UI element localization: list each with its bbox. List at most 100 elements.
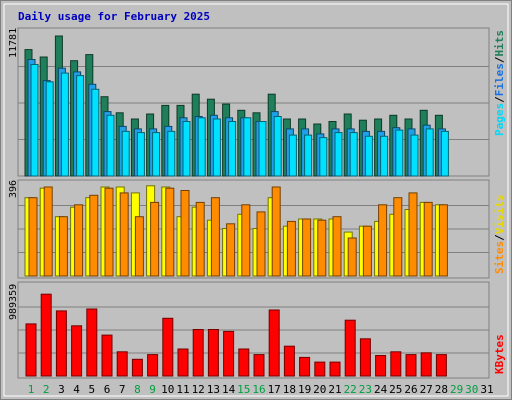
legend-entry: Sites [493, 241, 506, 274]
sites-bar [347, 237, 357, 277]
sites-bar [423, 201, 433, 277]
day-label: 3 [58, 383, 65, 396]
sites-bar [226, 223, 236, 277]
kbytes-bar [71, 325, 83, 377]
pages-bar [364, 135, 373, 177]
day-label: 31 [480, 383, 493, 396]
day-label: 11 [176, 383, 189, 396]
kbytes-bar [238, 348, 250, 377]
kbytes-bar [253, 354, 265, 377]
sites-bar [74, 204, 84, 277]
sites-bar [104, 187, 114, 277]
pages-bar [288, 134, 297, 177]
pages-bar [273, 116, 282, 177]
kbytes-bar [116, 351, 128, 377]
legend-entry: / [493, 234, 506, 241]
day-label: 4 [73, 383, 80, 396]
kbytes-bar [420, 352, 432, 377]
legend-entry: KBytes [493, 334, 506, 374]
day-label: 9 [149, 383, 156, 396]
kbytes-bar [344, 319, 356, 377]
sites-bar [89, 194, 99, 277]
day-label: 6 [104, 383, 111, 396]
sites-bar [43, 186, 53, 277]
pages-bar [212, 118, 221, 177]
day-label: 15 [237, 383, 250, 396]
kbytes-bar [55, 310, 67, 377]
day-label: 16 [252, 383, 265, 396]
pages-bar [349, 132, 358, 177]
kbytes-bar [268, 309, 280, 377]
legend-entry: Hits [493, 30, 506, 57]
day-label: 20 [313, 383, 326, 396]
kbytes-bar [375, 355, 387, 377]
day-label: 26 [404, 383, 417, 396]
pages-bar [30, 64, 39, 177]
day-label: 27 [420, 383, 433, 396]
kbytes-bar [283, 345, 295, 377]
day-labels: 1 2 3 4 5 6 7 8 9 10 11 12 13 14 15 16 17 18 19 20 21 22 23 24 2… [28, 383, 494, 396]
day-label: 28 [435, 383, 448, 396]
pages-bar [319, 137, 328, 177]
kbytes-bar [25, 323, 37, 377]
sites-bar [150, 201, 160, 277]
sites-bar [241, 204, 251, 277]
pages-bar [76, 75, 85, 177]
sites-bar [271, 186, 281, 277]
kbytes-bar [314, 361, 326, 377]
sites-bar [408, 192, 418, 277]
sites-bar [28, 197, 38, 277]
sites-bar [210, 197, 220, 277]
pages-bar [106, 114, 115, 177]
legend-2: KBytes [493, 334, 506, 374]
day-label: 18 [283, 383, 296, 396]
sites-bar [256, 211, 266, 277]
kbytes-bar [86, 308, 98, 377]
kbytes-bar [359, 338, 371, 377]
day-label: 12 [192, 383, 205, 396]
sites-bar [119, 192, 129, 277]
pages-bar [60, 72, 69, 177]
pages-bar [45, 81, 54, 177]
kbytes-bar [101, 334, 113, 377]
day-label: 14 [222, 383, 236, 396]
sites-bar [195, 201, 205, 277]
kbytes-bar [192, 329, 204, 377]
pages-bar [395, 129, 404, 177]
kbytes-bar [435, 354, 447, 377]
kbytes-bar [131, 358, 143, 377]
kbytes-bar [223, 330, 235, 377]
pages-bar [304, 134, 313, 177]
day-label: 19 [298, 383, 311, 396]
day-label: 13 [207, 383, 220, 396]
pages-bar [121, 130, 130, 177]
pages-bar [425, 128, 434, 177]
legend-entry: / [493, 96, 506, 103]
max-label-visits: 396 [8, 180, 19, 198]
sites-bar [302, 218, 312, 277]
kbytes-bar [177, 348, 189, 377]
sites-bar [393, 197, 403, 277]
day-label: 25 [389, 383, 402, 396]
pages-bar [167, 130, 176, 177]
sites-bar [438, 204, 448, 277]
legend-entry: Pages [493, 103, 506, 136]
day-label: 1 [28, 383, 35, 396]
sites-bar [165, 187, 175, 277]
kbytes-bar [162, 317, 174, 377]
kbytes-bar [299, 356, 311, 377]
sites-bar [317, 219, 327, 277]
pages-bar [91, 88, 100, 177]
sites-bar [332, 216, 342, 277]
day-label: 5 [88, 383, 95, 396]
day-label: 24 [374, 383, 388, 396]
day-label: 8 [134, 383, 141, 396]
pages-bar [197, 117, 206, 177]
day-label: 21 [328, 383, 341, 396]
sites-bar [134, 216, 144, 277]
legend-entry: Visits [493, 195, 506, 235]
pages-bar [152, 132, 161, 177]
day-label: 7 [119, 383, 126, 396]
